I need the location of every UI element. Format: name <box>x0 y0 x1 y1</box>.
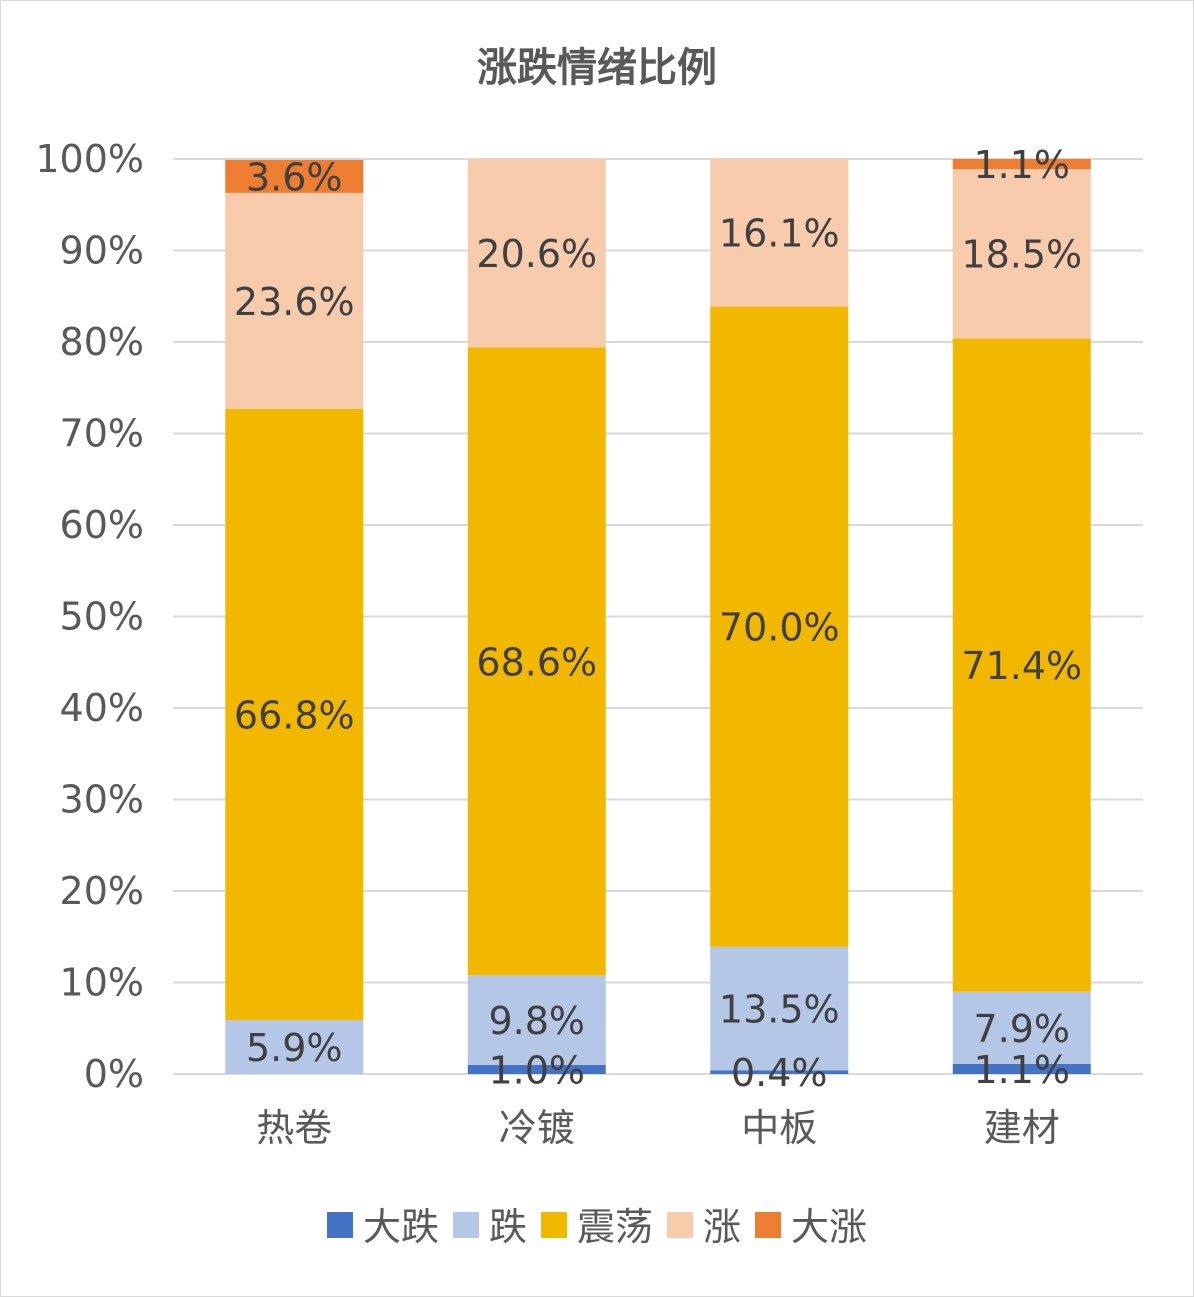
y-tick-label: 50% <box>60 595 144 639</box>
bar-segment <box>952 338 1091 992</box>
data-label: 16.1% <box>719 212 840 256</box>
legend-label: 跌 <box>489 1205 527 1249</box>
bar-segment <box>952 169 1091 339</box>
y-tick-label: 80% <box>60 320 144 364</box>
data-label: 7.9% <box>973 1007 1070 1051</box>
legend-swatch <box>755 1212 781 1238</box>
bar-segment <box>225 192 364 409</box>
y-tick-label: 100% <box>35 137 144 181</box>
data-label: 0.4% <box>731 1051 828 1095</box>
y-tick-label: 40% <box>60 686 144 730</box>
data-label: 20.6% <box>476 232 597 276</box>
legend-swatch <box>453 1212 479 1238</box>
legend-label: 震荡 <box>577 1205 653 1249</box>
data-label: 1.1% <box>973 1048 1070 1092</box>
bar-segment <box>467 347 606 976</box>
bar-segment <box>467 1064 606 1074</box>
legend-swatch <box>667 1212 693 1238</box>
data-label: 13.5% <box>719 988 840 1032</box>
bar-segment <box>952 991 1091 1064</box>
data-label: 23.6% <box>234 280 355 324</box>
data-label: 3.6% <box>246 155 343 199</box>
bar-segment <box>710 946 849 1071</box>
bar-segment <box>467 159 606 348</box>
x-category-label: 建材 <box>984 1106 1060 1150</box>
bar-segment <box>710 1070 849 1074</box>
bar-segment <box>225 408 364 1021</box>
data-label: 70.0% <box>719 606 840 650</box>
data-label: 71.4% <box>961 644 1082 688</box>
bar-segment <box>225 1020 364 1074</box>
legend-swatch <box>327 1212 353 1238</box>
legend-label: 大跌 <box>363 1205 439 1249</box>
data-label: 18.5% <box>961 233 1082 277</box>
bar-segment <box>952 159 1091 170</box>
bar-segment <box>710 306 849 947</box>
bar-segment <box>225 159 364 193</box>
data-label: 9.8% <box>488 999 585 1043</box>
legend-label: 大涨 <box>791 1205 867 1249</box>
data-label: 5.9% <box>246 1026 343 1070</box>
bar-segment <box>467 975 606 1065</box>
x-category-label: 热卷 <box>256 1106 332 1150</box>
y-tick-label: 20% <box>60 869 144 913</box>
y-tick-label: 90% <box>60 229 144 273</box>
y-tick-label: 70% <box>60 412 144 456</box>
y-tick-label: 10% <box>60 961 144 1005</box>
chart-title: 涨跌情绪比例 <box>477 45 717 91</box>
x-category-label: 冷镀 <box>499 1106 575 1150</box>
y-tick-label: 30% <box>60 778 144 822</box>
data-label: 1.0% <box>488 1048 585 1092</box>
x-category-label: 中板 <box>741 1106 817 1150</box>
legend-label: 涨 <box>703 1205 741 1249</box>
data-label: 66.8% <box>234 693 355 737</box>
data-label: 1.1% <box>973 143 1070 187</box>
bar-segment <box>952 1063 1091 1074</box>
y-tick-label: 0% <box>84 1052 144 1096</box>
legend-swatch <box>541 1212 567 1238</box>
bar-segment <box>710 159 849 307</box>
data-label: 68.6% <box>476 640 597 684</box>
y-tick-label: 60% <box>60 503 144 547</box>
